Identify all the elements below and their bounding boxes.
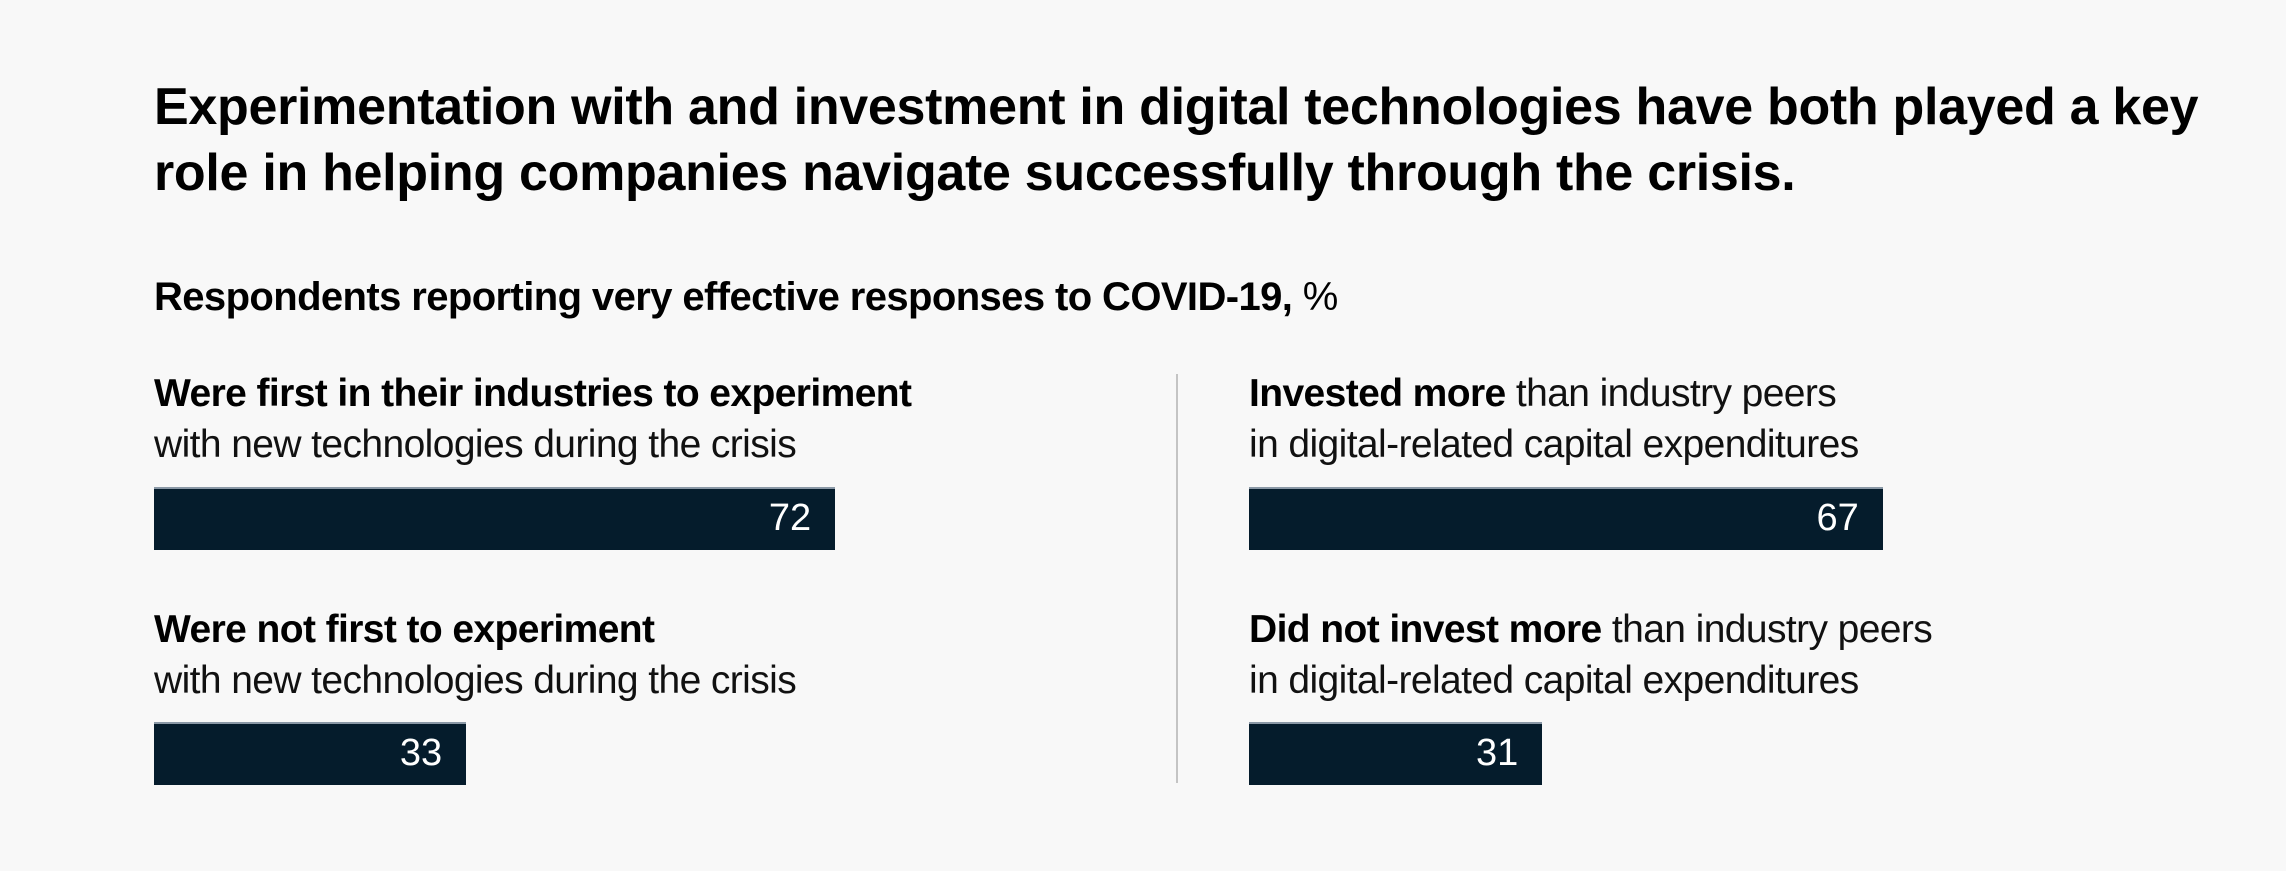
bar-not-first-to-experiment: 33 <box>154 722 467 785</box>
bar-label-bold: Invested more <box>1249 372 1506 415</box>
bar-label-bold: Were first in their industries to experi… <box>154 372 912 415</box>
bar-label: Were not first to experiment with new te… <box>154 604 797 706</box>
bar-label: Did not invest more than industry peers … <box>1249 604 1933 706</box>
bar-value-label: 72 <box>768 497 812 539</box>
bar-label-light: with new technologies during the crisis <box>154 659 797 702</box>
bar-label: Invested more than industry peers in dig… <box>1249 368 1859 470</box>
bar-label-line2: in digital-related capital expenditures <box>1249 659 1859 702</box>
subtitle-main: Respondents reporting very effective res… <box>154 275 1293 319</box>
chart-title: Experimentation with and investment in d… <box>154 78 2199 202</box>
bar-first-to-experiment: 72 <box>154 487 836 550</box>
bar-value-label: 31 <box>1475 732 1519 774</box>
bar-group-did-not-invest-more: Did not invest more than industry peers … <box>1249 604 1933 706</box>
bar-group-invested-more: Invested more than industry peers in dig… <box>1249 368 1859 470</box>
bar-label-line2: in digital-related capital expenditures <box>1249 423 1859 466</box>
bar-group-not-first-to-experiment: Were not first to experiment with new te… <box>154 604 797 706</box>
panel-divider <box>1176 374 1178 783</box>
bar-value-label: 67 <box>1816 497 1859 539</box>
bar-label-light: than industry peers <box>1505 372 1837 415</box>
bar-group-first-to-experiment: Were first in their industries to experi… <box>154 368 912 470</box>
bar-label-light: than industry peers <box>1601 608 1933 651</box>
bar-label-bold: Did not invest more <box>1249 608 1602 651</box>
bar-did-not-invest-more: 31 <box>1249 722 1543 785</box>
subtitle-unit: % <box>1292 275 1339 319</box>
bar-label: Were first in their industries to experi… <box>154 368 912 470</box>
chart-subtitle: Respondents reporting very effective res… <box>154 272 1338 322</box>
bar-invested-more: 67 <box>1249 487 1883 550</box>
bar-label-light: with new technologies during the crisis <box>154 423 797 466</box>
bar-label-bold: Were not first to experiment <box>154 608 655 651</box>
bar-value-label: 33 <box>399 732 443 774</box>
